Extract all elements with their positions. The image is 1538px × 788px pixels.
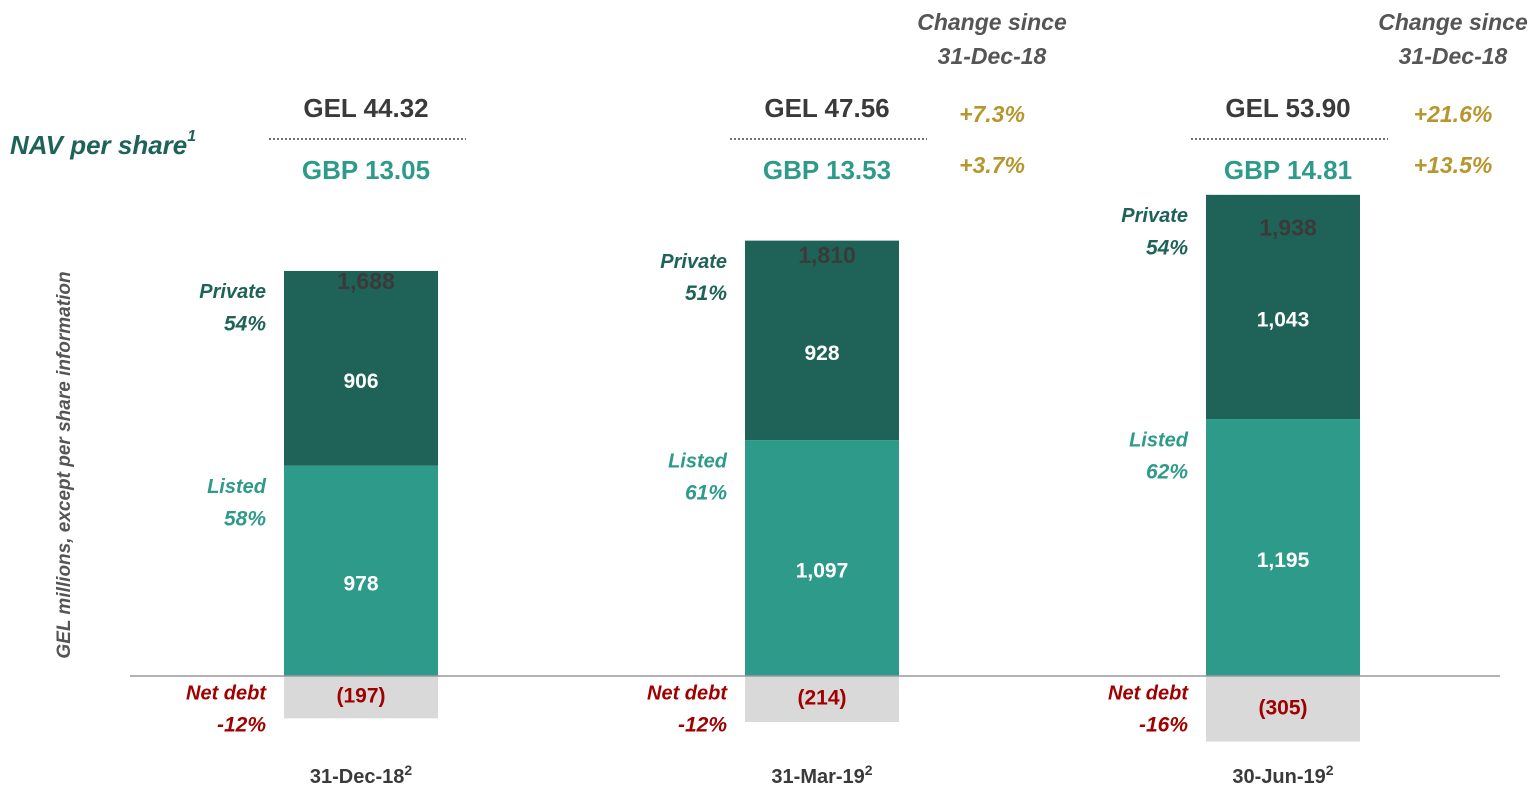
x-tick-footnote: 2: [865, 762, 873, 778]
share-label: -12%: [217, 714, 266, 737]
x-tick-text: 31-Dec-18: [310, 766, 405, 788]
bar-segment: [1206, 676, 1360, 742]
value-label: 1,043: [1257, 308, 1310, 331]
bar-segment: [1206, 194, 1360, 420]
change-heading: Change since: [917, 9, 1067, 35]
bar-segment: [284, 465, 438, 676]
nav-gel: GEL 44.32: [303, 93, 428, 123]
series-label: Private: [660, 251, 727, 273]
x-tick-text: 31-Mar-19: [771, 766, 864, 788]
series-label: Private: [199, 281, 266, 303]
series-label: Listed: [207, 476, 267, 498]
nav-gel: GEL 47.56: [764, 93, 889, 123]
value-label: 1,195: [1257, 549, 1310, 572]
share-label: 54%: [1146, 236, 1188, 259]
change-heading: 31-Dec-18: [938, 43, 1047, 69]
value-label: 928: [804, 342, 839, 365]
bar-segment: [745, 240, 899, 441]
total-label: 1,688: [337, 268, 395, 294]
value-label: (197): [336, 685, 385, 708]
nav-gbp: GBP 14.81: [1224, 155, 1352, 185]
nav-label: NAV per share1: [10, 128, 196, 160]
series-label: Listed: [668, 450, 728, 472]
share-label: 54%: [224, 312, 266, 335]
x-tick-label: 31-Mar-192: [771, 762, 872, 788]
change-gbp: +13.5%: [1414, 152, 1493, 178]
x-tick-footnote: 2: [404, 762, 412, 778]
change-gbp: +3.7%: [959, 152, 1025, 178]
series-label: Listed: [1129, 429, 1189, 451]
nav-label-text: NAV per share: [10, 130, 187, 160]
nav-gbp: GBP 13.05: [302, 155, 430, 185]
share-label: -12%: [678, 714, 727, 737]
bar-segment: [284, 676, 438, 719]
x-tick-label: 31-Dec-182: [310, 762, 413, 788]
nav-footnote: 1: [187, 128, 196, 145]
bar-segment: [1206, 419, 1360, 676]
x-tick-label: 30-Jun-192: [1232, 762, 1333, 788]
total-label: 1,938: [1259, 214, 1317, 240]
series-label: Private: [1121, 205, 1188, 227]
share-label: 58%: [224, 507, 266, 530]
value-label: (305): [1258, 696, 1307, 719]
series-label: Net debt: [647, 682, 728, 704]
x-tick-footnote: 2: [1326, 762, 1334, 778]
share-label: 62%: [1146, 461, 1188, 484]
y-axis-label: GEL millions, except per share informati…: [54, 271, 75, 658]
bar-segment: [745, 676, 899, 723]
nav-gel: GEL 53.90: [1225, 93, 1350, 123]
change-gel: +21.6%: [1414, 101, 1493, 127]
nav-gbp: GBP 13.53: [763, 155, 891, 185]
series-label: Net debt: [1108, 682, 1189, 704]
share-label: 61%: [685, 482, 727, 505]
value-label: 1,097: [796, 560, 849, 583]
change-heading: 31-Dec-18: [1399, 43, 1508, 69]
share-label: 51%: [685, 282, 727, 305]
value-label: (214): [797, 687, 846, 710]
change-gel: +7.3%: [959, 101, 1025, 127]
value-label: 978: [343, 572, 378, 595]
series-label: Net debt: [186, 682, 267, 704]
change-heading: Change since: [1378, 9, 1528, 35]
value-label: 906: [343, 370, 378, 393]
bar-segment: [284, 270, 438, 466]
total-label: 1,810: [798, 242, 856, 268]
share-label: -16%: [1139, 714, 1188, 737]
x-tick-text: 30-Jun-19: [1232, 766, 1325, 788]
bar-segment: [745, 440, 899, 676]
